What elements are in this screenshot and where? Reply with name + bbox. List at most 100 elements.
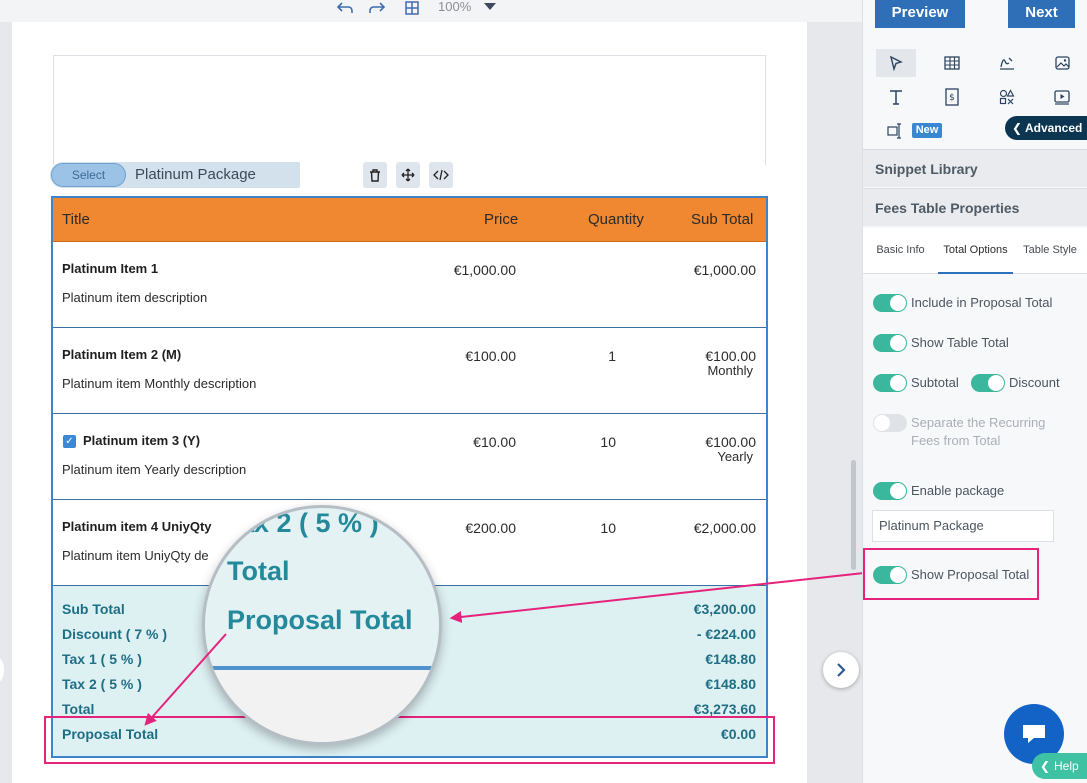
include-proposal-total-option: Include in Proposal Total (873, 294, 1052, 312)
item-name: Platinum Item 2 (M) (62, 347, 182, 362)
subtotal-option-label: Subtotal (911, 375, 959, 390)
undo-icon[interactable] (335, 0, 355, 16)
item-name: Platinum Item 1 (62, 261, 159, 276)
include-proposal-total-label: Include in Proposal Total (911, 295, 1053, 310)
magnified-total-label: Total (227, 556, 290, 586)
next-button[interactable]: Next (1008, 0, 1075, 28)
trash-icon[interactable] (363, 162, 387, 188)
separate-recurring-toggle[interactable] (873, 414, 907, 432)
chevron-down-icon[interactable] (484, 3, 496, 10)
table-row[interactable]: ✓ Platinum item 3 (Y) Platinum item Year… (53, 414, 766, 500)
tax2-value: €148.80 (705, 676, 756, 692)
table-row[interactable]: Platinum Item 2 (M) Platinum item Monthl… (53, 328, 766, 414)
proposal-total-value: €0.00 (720, 726, 756, 742)
tax2-label: Tax 2 ( 5 % ) (62, 676, 142, 692)
item-price: €10.00 (473, 434, 516, 450)
fees-table-properties-header[interactable]: Fees Table Properties (863, 188, 1087, 226)
item-price: €100.00 (465, 348, 516, 364)
discount-option-label: Discount (1009, 375, 1060, 390)
billing-frequency: Monthly (707, 363, 753, 378)
subtotal-toggle[interactable] (873, 374, 907, 392)
item-description: Platinum item Yearly description (62, 462, 247, 477)
shapes-icon[interactable] (987, 83, 1027, 111)
magnifier-callout: ax 2 ( 5 % ) Total Proposal Total (202, 505, 442, 745)
tax1-label: Tax 1 ( 5 % ) (62, 651, 142, 667)
code-icon[interactable] (429, 162, 453, 188)
item-subtotal: €100.00 (705, 434, 756, 450)
preview-button[interactable]: Preview (875, 0, 965, 28)
table-row[interactable]: Platinum item 4 UniyQty Platinum item Un… (53, 500, 766, 586)
text-icon[interactable] (876, 83, 916, 111)
subtotal-option: Subtotal (873, 374, 959, 392)
scrollbar-thumb[interactable] (851, 460, 856, 570)
signature-icon[interactable] (987, 49, 1027, 77)
chevron-right-icon[interactable] (823, 652, 859, 688)
help-button[interactable]: Help (1032, 753, 1087, 779)
show-proposal-total-toggle[interactable] (873, 566, 907, 584)
show-proposal-total-highlight (863, 548, 1039, 600)
magnified-divider (205, 666, 439, 670)
subtotal-value: €3,200.00 (693, 601, 756, 617)
magnified-tax-label: ax 2 ( 5 % ) (239, 508, 379, 538)
discount-toggle[interactable] (971, 374, 1005, 392)
magnified-proposal-total-label: Proposal Total (227, 605, 413, 635)
item-quantity: 10 (600, 520, 616, 536)
table-icon[interactable] (932, 49, 972, 77)
item-description: Platinum item description (62, 290, 208, 305)
move-icon[interactable] (396, 162, 420, 188)
form-field-icon[interactable] (876, 117, 916, 145)
advanced-button[interactable]: Advanced (1005, 116, 1087, 140)
empty-content-block[interactable] (53, 55, 766, 165)
new-badge: New (912, 123, 942, 138)
snippet-library-header[interactable]: Snippet Library (863, 149, 1087, 187)
item-description: Platinum item Monthly description (62, 376, 257, 391)
discount-label: Discount ( 7 % ) (62, 626, 168, 642)
show-table-total-label: Show Table Total (911, 335, 1009, 350)
properties-tabs: Basic Info Total Options Table Style (863, 228, 1087, 274)
table-row[interactable]: Platinum Item 1 Platinum item descriptio… (53, 242, 766, 328)
enable-package-option: Enable package (873, 482, 1004, 500)
pointer-icon[interactable] (876, 49, 916, 77)
show-table-total-toggle[interactable] (873, 334, 907, 352)
select-button[interactable]: Select (51, 163, 126, 187)
editor-toolbar: 100% (0, 0, 862, 22)
include-proposal-total-toggle[interactable] (873, 294, 907, 312)
item-quantity: 10 (600, 434, 616, 450)
item-description: Platinum item UniyQty de (62, 548, 209, 563)
subtotal-label: Sub Total (62, 601, 125, 617)
tab-table-style[interactable]: Table Style (1023, 244, 1077, 256)
header-title: Title (62, 211, 90, 228)
enable-package-label: Enable package (911, 483, 1005, 498)
separate-recurring-line1: Separate the Recurring (911, 415, 1046, 430)
svg-text:$: $ (949, 93, 955, 103)
zoom-level[interactable]: 100% (438, 0, 472, 14)
grid-icon[interactable] (402, 0, 422, 16)
magnified-background (205, 670, 439, 742)
tab-basic-info[interactable]: Basic Info (876, 244, 925, 256)
redo-icon[interactable] (367, 0, 387, 16)
chevron-left-icon: ❮ (1012, 121, 1023, 135)
package-name-field[interactable]: Platinum Package (872, 510, 1054, 542)
show-proposal-total-label: Show Proposal Total (911, 567, 1030, 582)
discount-value: - €224.00 (696, 626, 756, 642)
header-quantity: Quantity (588, 211, 644, 228)
checkbox-checked[interactable]: ✓ (63, 435, 76, 448)
video-icon[interactable] (1042, 83, 1082, 111)
item-subtotal: €2,000.00 (693, 520, 756, 536)
item-price: €200.00 (465, 520, 516, 536)
tab-total-options[interactable]: Total Options (938, 228, 1013, 274)
pricing-icon[interactable]: $ (932, 83, 972, 111)
enable-package-toggle[interactable] (873, 482, 907, 500)
image-icon[interactable] (1042, 49, 1082, 77)
discount-option: Discount (971, 374, 1060, 392)
tax1-value: €148.80 (705, 651, 756, 667)
total-label: Total (62, 701, 95, 717)
separate-recurring-label: Separate the Recurring Fees from Total (911, 414, 1045, 450)
billing-frequency: Yearly (717, 449, 753, 464)
separate-recurring-line2: Fees from Total (911, 433, 1001, 448)
collapse-handle[interactable] (0, 658, 4, 682)
table-header: Title Price Quantity Sub Total (53, 198, 766, 242)
proposal-total-label: Proposal Total (62, 726, 159, 742)
item-price: €1,000.00 (453, 262, 516, 278)
separate-recurring-option: Separate the Recurring Fees from Total (873, 414, 1045, 450)
